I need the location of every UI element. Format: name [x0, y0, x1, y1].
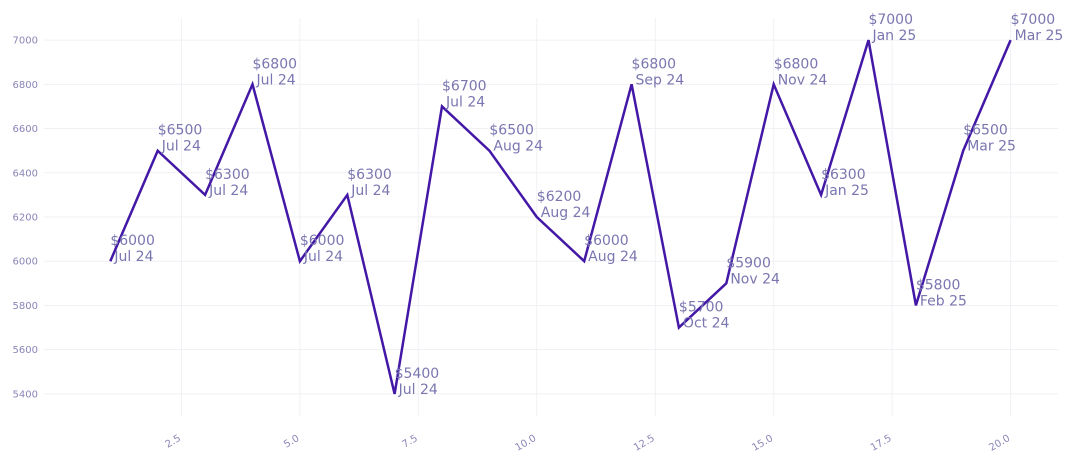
- data-label-date: Feb 25: [920, 293, 967, 309]
- data-label-value: $5700: [679, 300, 724, 316]
- y-tick-label: 5600: [13, 345, 38, 356]
- data-label-date: Sep 24: [636, 72, 685, 88]
- y-tick-label: 6800: [13, 80, 38, 91]
- data-label-value: $6800: [774, 56, 819, 72]
- y-tick-label: 6000: [13, 257, 38, 268]
- y-tick-label: 6600: [13, 124, 38, 135]
- data-label-value: $7000: [1011, 12, 1056, 28]
- data-label-value: $6800: [632, 56, 677, 72]
- data-label-date: Jan 25: [824, 183, 869, 199]
- y-tick-label: 6200: [13, 213, 38, 224]
- data-label-date: Jul 24: [350, 183, 390, 199]
- x-tick-label: 17.5: [869, 433, 894, 454]
- data-label-date: Nov 24: [778, 72, 828, 88]
- data-label-value: $6000: [300, 233, 345, 249]
- series-line: [109, 39, 1012, 395]
- data-label-value: $6700: [442, 78, 487, 94]
- data-label-value: $6200: [537, 189, 582, 205]
- x-tick-label: 5.0: [282, 433, 301, 450]
- data-label-date: Jan 25: [871, 28, 916, 44]
- data-label-date: Jul 24: [445, 94, 485, 110]
- data-label-date: Aug 24: [493, 139, 543, 155]
- y-tick-label: 5400: [13, 389, 38, 400]
- x-tick-label: 10.0: [514, 433, 539, 454]
- data-label-value: $6300: [205, 167, 250, 183]
- data-label-date: Mar 25: [1015, 28, 1064, 44]
- x-tick-label: 7.5: [401, 433, 420, 450]
- y-tick-label: 5800: [13, 301, 38, 312]
- data-label-value: $6500: [489, 123, 534, 139]
- data-label-value: $6500: [963, 123, 1008, 139]
- x-tick-label: 2.5: [164, 433, 183, 450]
- data-label-date: Jul 24: [303, 249, 343, 265]
- data-label-date: Mar 25: [967, 139, 1016, 155]
- data-label-value: $6800: [252, 56, 297, 72]
- data-label-value: $6300: [821, 167, 866, 183]
- data-label-date: Jul 24: [398, 382, 438, 398]
- data-label-value: $5900: [726, 255, 771, 271]
- data-label-date: Nov 24: [730, 271, 780, 287]
- data-label-date: Jul 24: [161, 139, 201, 155]
- data-label-date: Oct 24: [683, 316, 730, 332]
- x-tick-label: 12.5: [632, 433, 657, 454]
- data-label-value: $5400: [395, 366, 440, 382]
- data-label-value: $6000: [110, 233, 155, 249]
- data-label-value: $7000: [868, 12, 913, 28]
- data-label-date: Jul 24: [113, 249, 153, 265]
- data-label-value: $5800: [916, 277, 961, 293]
- data-label-date: Aug 24: [541, 205, 591, 221]
- y-tick-label: 6400: [13, 168, 38, 179]
- x-tick-label: 20.0: [987, 433, 1012, 454]
- data-label-date: Aug 24: [588, 249, 638, 265]
- x-tick-label: 15.0: [750, 433, 775, 454]
- data-label-value: $6500: [158, 123, 203, 139]
- data-label-value: $6000: [584, 233, 629, 249]
- data-label-date: Jul 24: [255, 72, 295, 88]
- data-label-value: $6300: [347, 167, 392, 183]
- data-label-date: Jul 24: [208, 183, 248, 199]
- y-tick-label: 7000: [13, 36, 38, 47]
